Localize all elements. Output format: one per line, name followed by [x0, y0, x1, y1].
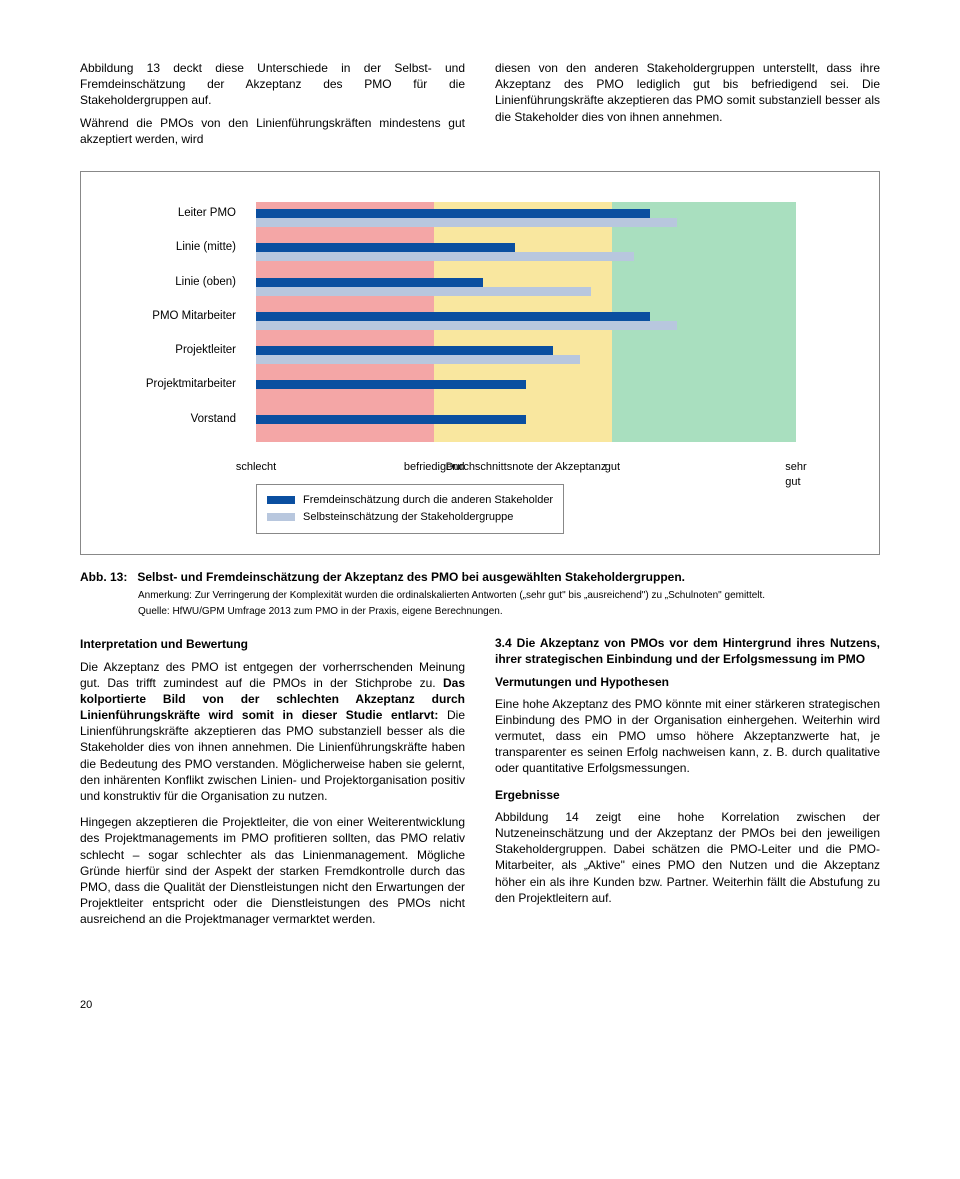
chart-axis-caption: Durchschnittsnote der Akzeptanz	[256, 460, 796, 475]
body-left-p2: Hingegen akzeptieren die Projektleiter, …	[80, 814, 465, 927]
intro-p2: Während die PMOs von den Linienführungsk…	[80, 115, 465, 147]
page-number: 20	[80, 998, 880, 1013]
chart-category: Linie (oben)	[111, 275, 236, 291]
body-left-heading: Interpretation und Bewertung	[80, 636, 465, 652]
intro-p1: Abbildung 13 deckt diese Unterschiede in…	[80, 60, 465, 109]
intro-left: Abbildung 13 deckt diese Unterschiede in…	[80, 60, 465, 153]
body-right-p1: Eine hohe Akzeptanz des PMO könnte mit e…	[495, 696, 880, 777]
body-right-sub2: Ergebnisse	[495, 787, 880, 803]
chart-category: Projektleiter	[111, 343, 236, 359]
chart-category: Linie (mitte)	[111, 240, 236, 256]
chart-legend: Fremdeinschätzung durch die anderen Stak…	[256, 484, 564, 534]
chart-category: PMO Mitarbeiter	[111, 309, 236, 325]
caption-prefix: Abb. 13:	[80, 569, 127, 585]
body-right-p2: Abbildung 14 zeigt eine hohe Korrelation…	[495, 809, 880, 906]
caption-title: Selbst- und Fremdeinschätzung der Akzept…	[137, 569, 685, 585]
legend-fremd: Fremdeinschätzung durch die anderen Stak…	[267, 493, 553, 508]
body-right-sub: Vermutungen und Hypothesen	[495, 674, 880, 690]
intro-p3: diesen von den anderen Stakeholdergruppe…	[495, 60, 880, 125]
chart-frame: Leiter PMO Linie (mitte) Linie (oben) PMO M…	[80, 171, 880, 555]
chart-plot-area: Leiter PMOLinie (mitte)Linie (oben)PMO M…	[256, 202, 796, 472]
body-left: Interpretation und Bewertung Die Akzepta…	[80, 636, 465, 937]
legend-selbst-label: Selbsteinschätzung der Stakeholdergruppe	[303, 510, 513, 525]
swatch-fremd	[267, 496, 295, 504]
legend-selbst: Selbsteinschätzung der Stakeholdergruppe	[267, 510, 553, 525]
caption-note: Anmerkung: Zur Verringerung der Komplexi…	[138, 589, 880, 602]
swatch-selbst	[267, 513, 295, 521]
chart-bars	[256, 202, 796, 442]
figure-caption: Abb. 13: Selbst- und Fremdeinschätzung d…	[80, 569, 880, 585]
body-columns: Interpretation und Bewertung Die Akzepta…	[80, 636, 880, 937]
caption-source: Quelle: HfWU/GPM Umfrage 2013 zum PMO in…	[138, 605, 880, 619]
chart-category: Vorstand	[111, 412, 236, 428]
body-left-p1: Die Akzeptanz des PMO ist entgegen der v…	[80, 659, 465, 805]
intro-block: Abbildung 13 deckt diese Unterschiede in…	[80, 60, 880, 153]
chart-category: Leiter PMO	[111, 206, 236, 222]
body-right: 3.4 Die Akzeptanz von PMOs vor dem Hinte…	[495, 636, 880, 937]
legend-fremd-label: Fremdeinschätzung durch die anderen Stak…	[303, 493, 553, 508]
chart-category: Projektmitarbeiter	[111, 377, 236, 393]
intro-right: diesen von den anderen Stakeholdergruppe…	[495, 60, 880, 153]
body-right-heading: 3.4 Die Akzeptanz von PMOs vor dem Hinte…	[495, 636, 880, 667]
chart-y-labels: Leiter PMO Linie (mitte) Linie (oben) PMO M…	[111, 202, 246, 442]
